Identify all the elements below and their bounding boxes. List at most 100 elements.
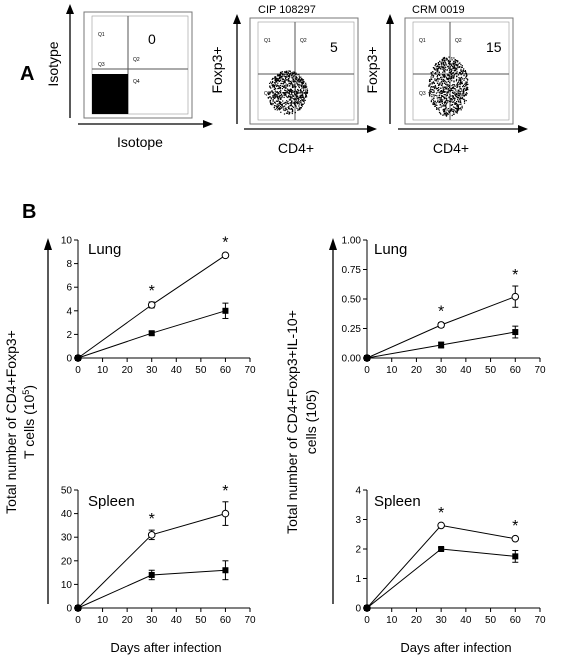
facs-dot [280,76,282,79]
facs-dot [449,60,451,62]
facs-dot [451,86,454,89]
facs-dot [294,80,296,82]
data-point-square [438,342,445,349]
facs-dot [430,101,432,103]
facs-dot [295,96,298,98]
facs-dot [438,107,440,109]
facs-dot [433,75,435,77]
facs-dot [294,92,296,94]
data-point-square [512,329,519,336]
facs-dot [439,61,441,63]
facs-dot [290,89,292,91]
facs-dot [447,73,449,75]
facs-dot [284,74,286,76]
facs-dot [441,61,443,63]
facs-dot [463,102,466,104]
facs-dot [300,80,302,82]
facs-dot [280,98,282,100]
facs-y-arrowhead [233,14,241,24]
facs-dot [435,73,437,75]
facs-dot [296,107,298,109]
facs-dot [433,91,435,93]
facs-dot [448,110,450,112]
x-tick-label: 70 [244,615,256,626]
facs-dot [432,76,434,78]
facs-dot [288,105,290,108]
facs-dot [457,65,459,67]
facs-dot [300,88,302,91]
facs-dot [446,57,448,59]
facs-dot [453,80,455,82]
facs-percent-value: 0 [148,31,156,47]
facs-dot [300,96,302,98]
facs-dot [296,81,298,83]
facs-dot [291,80,293,82]
facs-dot [279,88,281,90]
data-point-circle [511,292,520,301]
facs-dot [298,84,300,86]
facs-dot [279,76,281,78]
facs-dot [457,106,459,108]
facs-quadrant-label: Q3 [264,91,271,97]
facs-dot [436,104,438,106]
facs-dot [278,91,281,93]
facs-dot [274,79,276,81]
facs-dot [285,104,287,106]
facs-dot [289,82,291,84]
facs-dot [440,63,443,65]
facs-dot [445,107,447,109]
facs-dot [466,86,468,88]
facs-dot [302,100,304,102]
facs-dot [452,101,454,103]
facs-dot [445,101,447,103]
facs-dot [300,100,302,102]
facs-dot [291,101,293,103]
facs-dot [460,80,462,82]
facs-dot [461,107,463,109]
facs-dot [457,67,459,69]
facs-dot [435,94,437,96]
facs-dot [288,75,291,77]
facs-dot [446,64,448,66]
facs-dot [465,71,467,73]
facs-dot [302,79,305,81]
facs-dot [274,87,276,90]
x-tick-label: 40 [171,365,183,376]
facs-dot [443,108,445,110]
facs-dot [274,78,276,80]
facs-dot [458,62,460,64]
facs-dot [455,68,457,70]
facs-dot [286,112,288,114]
facs-dot [449,90,451,92]
facs-dot [446,114,448,116]
facs-dot [449,62,451,64]
facs-dot [279,101,281,103]
facs-dot [442,105,444,107]
facs-dot [456,75,458,77]
facs-dot [298,96,300,98]
facs-dot [298,79,300,81]
data-point-circle [147,531,156,539]
facs-dot [287,106,289,108]
facs-y-label: Foxp3+ [209,46,225,93]
facs-dot [455,72,457,75]
facs-dot [280,91,282,93]
facs-dot [434,69,436,71]
facs-dot [273,88,275,90]
facs-dot [438,84,440,86]
facs-dot [304,96,306,98]
facs-dot [457,85,459,87]
facs-dot [274,108,276,111]
facs-dot [294,83,296,85]
facs-dot [287,102,289,105]
facs-dot [437,68,439,70]
facs-dot [305,84,307,86]
facs-dot [451,75,453,77]
facs-dot [277,78,279,80]
y-tick-label: 8 [66,259,72,270]
facs-dot [460,83,462,85]
facs-dot [296,101,298,103]
facs-dot [449,78,452,80]
facs-dot [452,92,454,94]
facs-dot [274,95,276,97]
